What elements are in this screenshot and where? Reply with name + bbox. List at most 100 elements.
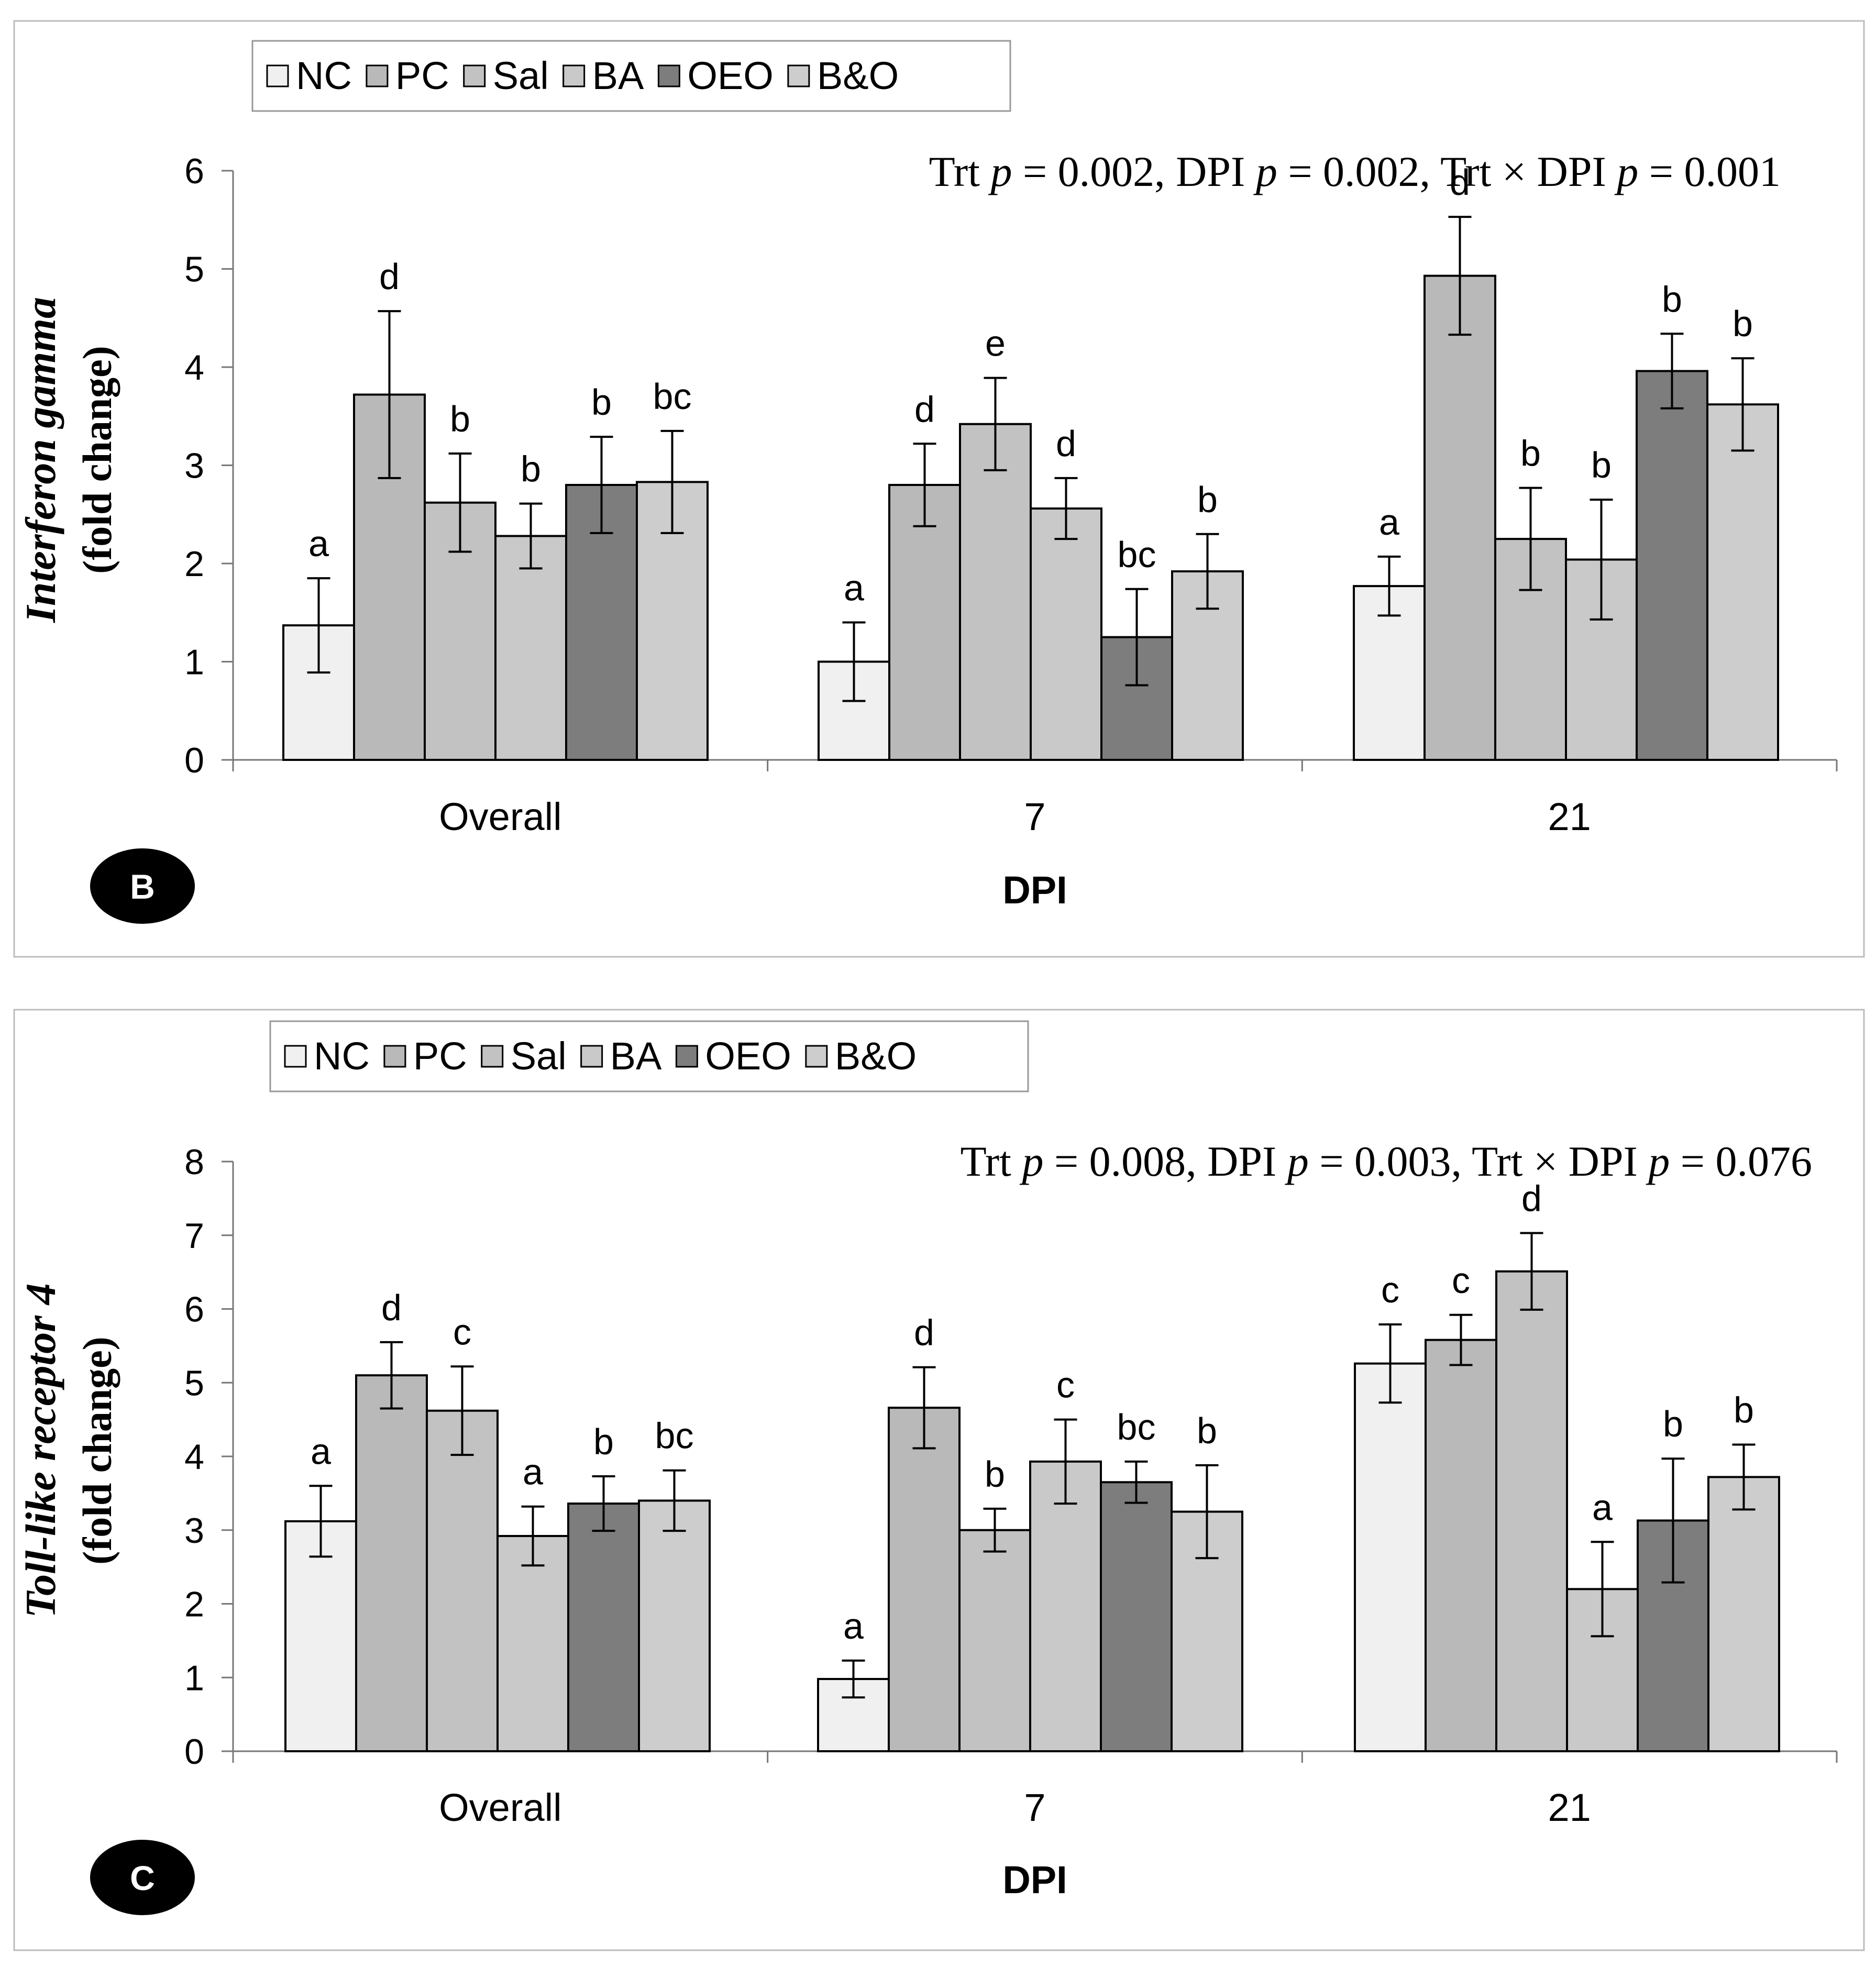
legend-label-ba: BA: [592, 54, 644, 97]
significance-letter: b: [1732, 303, 1753, 344]
y-tick-label: 5: [184, 1363, 204, 1403]
stats-part-7: = 0.001: [1638, 148, 1781, 195]
legend-swatch-sal: [463, 64, 486, 87]
legend-swatch-ba: [562, 64, 586, 87]
y-axis-title: Interferon gamma: [17, 297, 64, 623]
legend-label-sal: Sal: [511, 1034, 567, 1078]
stats-part-5: = 0.002, Trt × DPI: [1277, 148, 1617, 195]
significance-letter: d: [1450, 162, 1470, 203]
stats-part-3: = 0.002, DPI: [1012, 148, 1255, 195]
significance-letter: bc: [1117, 1407, 1156, 1447]
significance-letter: b: [1591, 445, 1612, 485]
x-category-label: 21: [1548, 1786, 1591, 1829]
legend: NC PC Sal BA OEO B&O: [251, 40, 1011, 112]
significance-letter: bc: [1118, 534, 1156, 575]
stats-part-5: = 0.003, Trt × DPI: [1309, 1137, 1648, 1185]
x-category-label: 7: [1024, 1786, 1045, 1829]
bar-oeo: [1100, 1481, 1173, 1752]
x-category-label: 21: [1548, 795, 1591, 838]
legend-label-nc: NC: [314, 1034, 370, 1078]
significance-letter: b: [985, 1454, 1005, 1495]
panel-badge-shape: [90, 1840, 195, 1915]
significance-letter: b: [1197, 1410, 1217, 1451]
y-tick-label: 6: [184, 1290, 204, 1330]
legend: NC PC Sal BA OEO B&O: [269, 1020, 1029, 1092]
legend-label-oeo: OEO: [705, 1034, 791, 1078]
legend-label-oeo: OEO: [687, 54, 773, 97]
bar-sal: [426, 1409, 499, 1753]
stats-part-6: p: [1646, 1137, 1670, 1185]
bar-b-o: [638, 1499, 711, 1752]
bar-sal: [1495, 1270, 1568, 1752]
y-axis: 0 1 2 3 4 5 6 7 8: [184, 1142, 234, 1772]
bar-pc: [888, 484, 961, 761]
significance-letter: d: [379, 256, 400, 297]
x-axis-title: DPI: [1002, 1858, 1067, 1902]
significance-letter: b: [450, 399, 470, 439]
y-tick-label: 3: [184, 446, 204, 486]
stats-annotation: Trt p = 0.002, DPI p = 0.002, Trt × DPI …: [929, 148, 1781, 195]
significance-letter: a: [1379, 502, 1399, 543]
significance-letter: a: [844, 568, 864, 609]
bars: a a c d d c c b d a c a b bc b bc b b: [284, 1178, 1780, 1753]
legend-swatch-nc: [284, 1045, 307, 1068]
significance-letter: c: [1381, 1269, 1399, 1310]
legend-label-pc: PC: [395, 54, 449, 97]
bar-b-o: [1706, 403, 1779, 761]
bar-oeo: [567, 1502, 640, 1753]
legend-label-pc: PC: [413, 1034, 467, 1078]
stats-part-0: Trt: [961, 1137, 1012, 1185]
y-axis-subtitle: (fold change): [74, 1336, 120, 1564]
bar-b-o: [1707, 1476, 1780, 1752]
bar-b-o: [1171, 1510, 1243, 1752]
significance-letter: bc: [655, 1416, 694, 1456]
stats-part-1: [980, 148, 991, 195]
legend-label-ba: BA: [610, 1034, 662, 1078]
panel-badge-label: C: [130, 1859, 155, 1897]
bar-pc: [1425, 1339, 1497, 1752]
significance-letter: b: [1520, 433, 1541, 474]
bar-nc: [284, 1520, 357, 1753]
y-tick-label: 0: [184, 1732, 204, 1772]
y-tick-label: 1: [184, 643, 204, 682]
bar-pc: [888, 1407, 961, 1752]
stats-part-6: p: [1614, 148, 1638, 195]
y-tick-label: 2: [184, 1585, 204, 1625]
y-tick-label: 4: [184, 1437, 204, 1477]
y-tick-label: 6: [184, 151, 204, 191]
stats-part-4: p: [1285, 1137, 1309, 1185]
stats-annotation: Trt p = 0.008, DPI p = 0.003, Trt × DPI …: [961, 1137, 1812, 1185]
significance-letter: c: [1452, 1260, 1470, 1301]
significance-letter: c: [1056, 1365, 1075, 1406]
significance-letter: b: [591, 382, 612, 423]
significance-letter: c: [453, 1311, 471, 1352]
legend-swatch-pc: [366, 64, 389, 87]
stats-part-3: = 0.008, DPI: [1043, 1137, 1287, 1185]
bar-pc: [1423, 274, 1496, 761]
bar-ba: [496, 1535, 569, 1752]
stats-part-7: = 0.076: [1670, 1137, 1812, 1185]
significance-letter: e: [985, 323, 1006, 364]
y-tick-label: 0: [184, 741, 204, 780]
y-tick-label: 8: [184, 1142, 204, 1182]
bar-nc: [1354, 1362, 1427, 1752]
significance-letter: a: [843, 1606, 864, 1646]
bar-ba: [1029, 1460, 1102, 1753]
legend-label-b-o: B&O: [817, 54, 899, 97]
bar-sal: [959, 423, 1032, 761]
significance-letter: a: [523, 1452, 543, 1493]
legend-label-nc: NC: [296, 54, 352, 97]
stats-part-2: p: [1019, 1137, 1043, 1185]
bar-oeo: [1636, 370, 1708, 761]
y-tick-label: 7: [184, 1216, 204, 1256]
significance-letter: b: [593, 1421, 614, 1462]
y-tick-label: 3: [184, 1511, 204, 1551]
x-axis-title: DPI: [1002, 868, 1067, 912]
y-tick-label: 1: [184, 1658, 204, 1698]
legend-label-sal: Sal: [493, 54, 549, 97]
panel-badge: C: [90, 1840, 195, 1915]
bar-sal: [958, 1529, 1031, 1752]
legend-swatch-oeo: [657, 64, 680, 87]
